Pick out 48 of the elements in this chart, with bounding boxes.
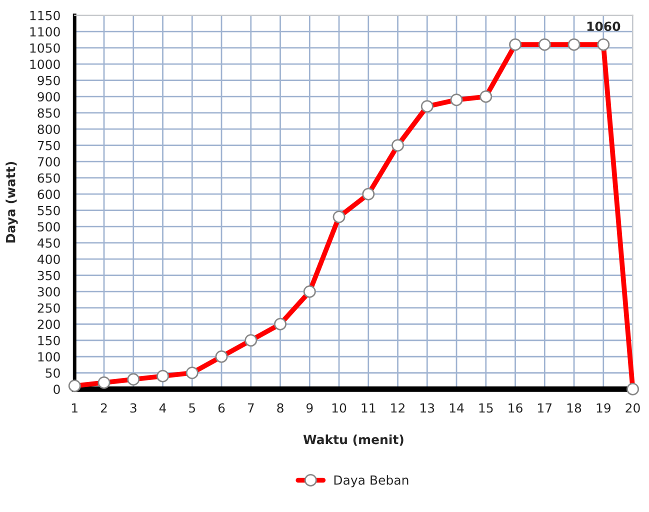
y-tick-label: 550 bbox=[38, 206, 60, 216]
x-tick-label: 19 bbox=[596, 403, 610, 413]
y-tick-label: 0 bbox=[54, 384, 60, 394]
y-tick-label: 450 bbox=[38, 238, 60, 248]
y-tick-label: 200 bbox=[38, 320, 60, 330]
y-tick-label: 800 bbox=[38, 124, 60, 134]
x-tick-label: 14 bbox=[450, 403, 464, 413]
y-tick-label: 900 bbox=[38, 92, 60, 102]
y-tick-label: 250 bbox=[38, 303, 60, 313]
x-tick-label: 8 bbox=[277, 403, 284, 413]
y-tick-label: 300 bbox=[38, 287, 60, 297]
y-tick-label: 400 bbox=[38, 254, 60, 264]
y-tick-label: 1050 bbox=[30, 43, 60, 53]
x-tick-label: 1 bbox=[72, 403, 78, 413]
y-tick-label: 1100 bbox=[30, 27, 60, 37]
annotation: 1060 bbox=[587, 22, 620, 32]
x-tick-label: 16 bbox=[508, 403, 522, 413]
x-tick-label: 11 bbox=[362, 403, 376, 413]
x-tick-label: 3 bbox=[130, 403, 136, 413]
x-tick-label: 9 bbox=[306, 403, 313, 413]
x-tick-label: 7 bbox=[248, 403, 254, 413]
y-tick-label: 500 bbox=[38, 222, 60, 232]
y-tick-label: 750 bbox=[38, 140, 60, 150]
y-tick-label: 850 bbox=[38, 108, 60, 118]
x-tick-label: 12 bbox=[391, 403, 404, 413]
x-tick-label: 5 bbox=[189, 403, 196, 413]
legend-label: Daya Beban bbox=[334, 475, 408, 488]
x-tick-label: 20 bbox=[626, 403, 640, 413]
x-tick-label: 18 bbox=[567, 403, 582, 413]
x-tick-label: 6 bbox=[218, 403, 225, 413]
x-tick-label: 17 bbox=[538, 403, 552, 413]
x-tick-label: 15 bbox=[479, 403, 493, 413]
x-tick-label: 2 bbox=[100, 403, 107, 413]
y-tick-label: 600 bbox=[38, 190, 60, 200]
x-tick-label: 4 bbox=[159, 403, 166, 413]
y-tick-label: 350 bbox=[38, 270, 60, 280]
y-tick-label: 50 bbox=[46, 368, 60, 378]
y-axis-title: Daya (watt) bbox=[6, 162, 18, 242]
y-tick-label: 1000 bbox=[30, 60, 60, 70]
y-tick-label: 650 bbox=[38, 173, 60, 183]
x-tick-label: 13 bbox=[420, 403, 434, 413]
y-tick-label: 950 bbox=[38, 76, 60, 86]
x-tick-label: 10 bbox=[332, 403, 346, 413]
y-tick-label: 700 bbox=[38, 157, 60, 167]
y-tick-label: 1150 bbox=[30, 10, 60, 20]
x-axis-title: Waktu (menit) bbox=[303, 434, 404, 446]
y-tick-label: 150 bbox=[38, 336, 60, 346]
y-tick-label: 100 bbox=[38, 352, 60, 362]
